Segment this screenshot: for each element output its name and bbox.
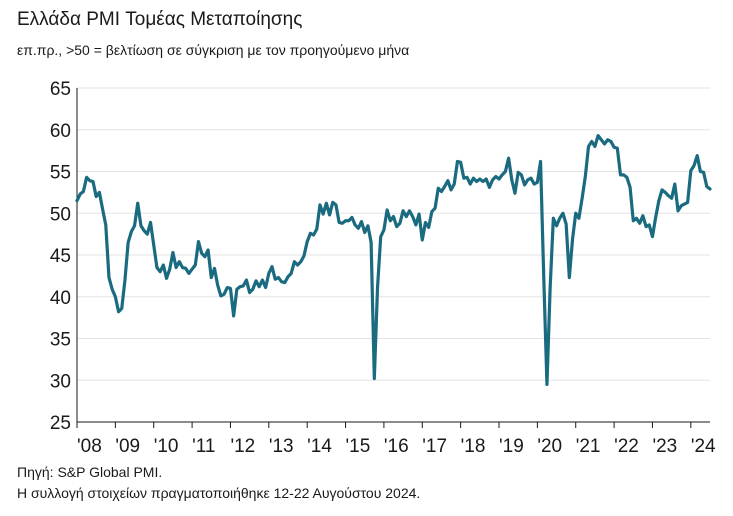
x-tick-label: '19 [499, 436, 524, 457]
pmi-line-chart: 25 30 35 40 45 50 55 60 65 '08 '09 '10 '11 '12 '13 '14… [50, 79, 716, 457]
x-tick-label: '09 [115, 436, 140, 457]
y-tick-label: 65 [50, 79, 71, 100]
x-tick-label: '22 [614, 436, 639, 457]
x-tick-label: '10 [154, 436, 179, 457]
x-tick-label: '23 [652, 436, 677, 457]
x-tick-label: '12 [230, 436, 255, 457]
x-tick-label: '17 [422, 436, 447, 457]
x-axis-ticks: '08 '09 '10 '11 '12 '13 '14 '15 '16 '17 '18 '19 '20 '… [76, 422, 716, 457]
x-tick-label: '21 [576, 436, 601, 457]
x-tick-label: '24 [691, 436, 716, 457]
x-tick-label: '18 [461, 436, 486, 457]
x-tick-label: '08 [77, 436, 102, 457]
x-tick-label: '15 [346, 436, 371, 457]
y-tick-label: 55 [50, 163, 71, 184]
y-tick-label: 45 [50, 246, 71, 267]
x-tick-label: '16 [384, 436, 409, 457]
x-tick-label: '20 [537, 436, 562, 457]
y-tick-label: 30 [50, 371, 71, 392]
chart-title: Ελλάδα PMI Τομέας Μεταποίησης [17, 9, 303, 30]
y-tick-label: 35 [50, 330, 71, 351]
x-tick-label: '11 [192, 436, 215, 457]
x-tick-label: '13 [269, 436, 294, 457]
series-line-pmi [75, 134, 712, 387]
y-tick-label: 25 [50, 413, 71, 434]
x-tick-label: '14 [307, 436, 332, 457]
collection-note: Η συλλογή στοιχείων πραγματοποιήθηκε 12-… [17, 485, 421, 501]
source-text: Πηγή: S&P Global PMI. [17, 464, 163, 480]
chart-subtitle: επ.πρ., >50 = βελτίωση σε σύγκριση με το… [17, 42, 410, 58]
y-tick-label: 50 [50, 204, 71, 225]
grid-lines [77, 87, 710, 381]
y-tick-label: 40 [50, 288, 71, 309]
y-tick-label: 60 [50, 121, 71, 142]
y-axis-ticks: 25 30 35 40 45 50 55 60 65 [50, 79, 71, 434]
source-note: Πηγή: S&P Global PMI. Η συλλογή στοιχείω… [17, 462, 420, 504]
